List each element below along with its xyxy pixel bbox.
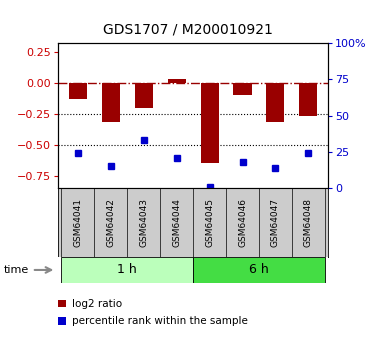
Text: log2 ratio: log2 ratio bbox=[72, 299, 122, 308]
Bar bbox=[135, 83, 153, 108]
Text: GSM64048: GSM64048 bbox=[304, 198, 313, 247]
Bar bbox=[201, 83, 219, 163]
Text: GSM64042: GSM64042 bbox=[106, 198, 115, 247]
Bar bbox=[234, 83, 252, 95]
Text: GSM64046: GSM64046 bbox=[238, 198, 247, 247]
Bar bbox=[69, 83, 87, 99]
Text: GSM64044: GSM64044 bbox=[172, 198, 181, 247]
Bar bbox=[266, 83, 285, 122]
Bar bbox=[299, 83, 317, 116]
Text: GSM64047: GSM64047 bbox=[271, 198, 280, 247]
Text: GSM64043: GSM64043 bbox=[139, 198, 148, 247]
Text: GDS1707 / M200010921: GDS1707 / M200010921 bbox=[102, 22, 272, 36]
Text: GSM64045: GSM64045 bbox=[205, 198, 214, 247]
Text: 6 h: 6 h bbox=[249, 264, 269, 276]
Text: GSM64041: GSM64041 bbox=[74, 198, 82, 247]
Bar bbox=[102, 83, 120, 122]
FancyBboxPatch shape bbox=[62, 257, 193, 283]
Bar bbox=[168, 79, 186, 83]
Text: time: time bbox=[4, 265, 29, 275]
FancyBboxPatch shape bbox=[193, 257, 325, 283]
Text: percentile rank within the sample: percentile rank within the sample bbox=[72, 316, 248, 326]
Text: 1 h: 1 h bbox=[117, 264, 137, 276]
